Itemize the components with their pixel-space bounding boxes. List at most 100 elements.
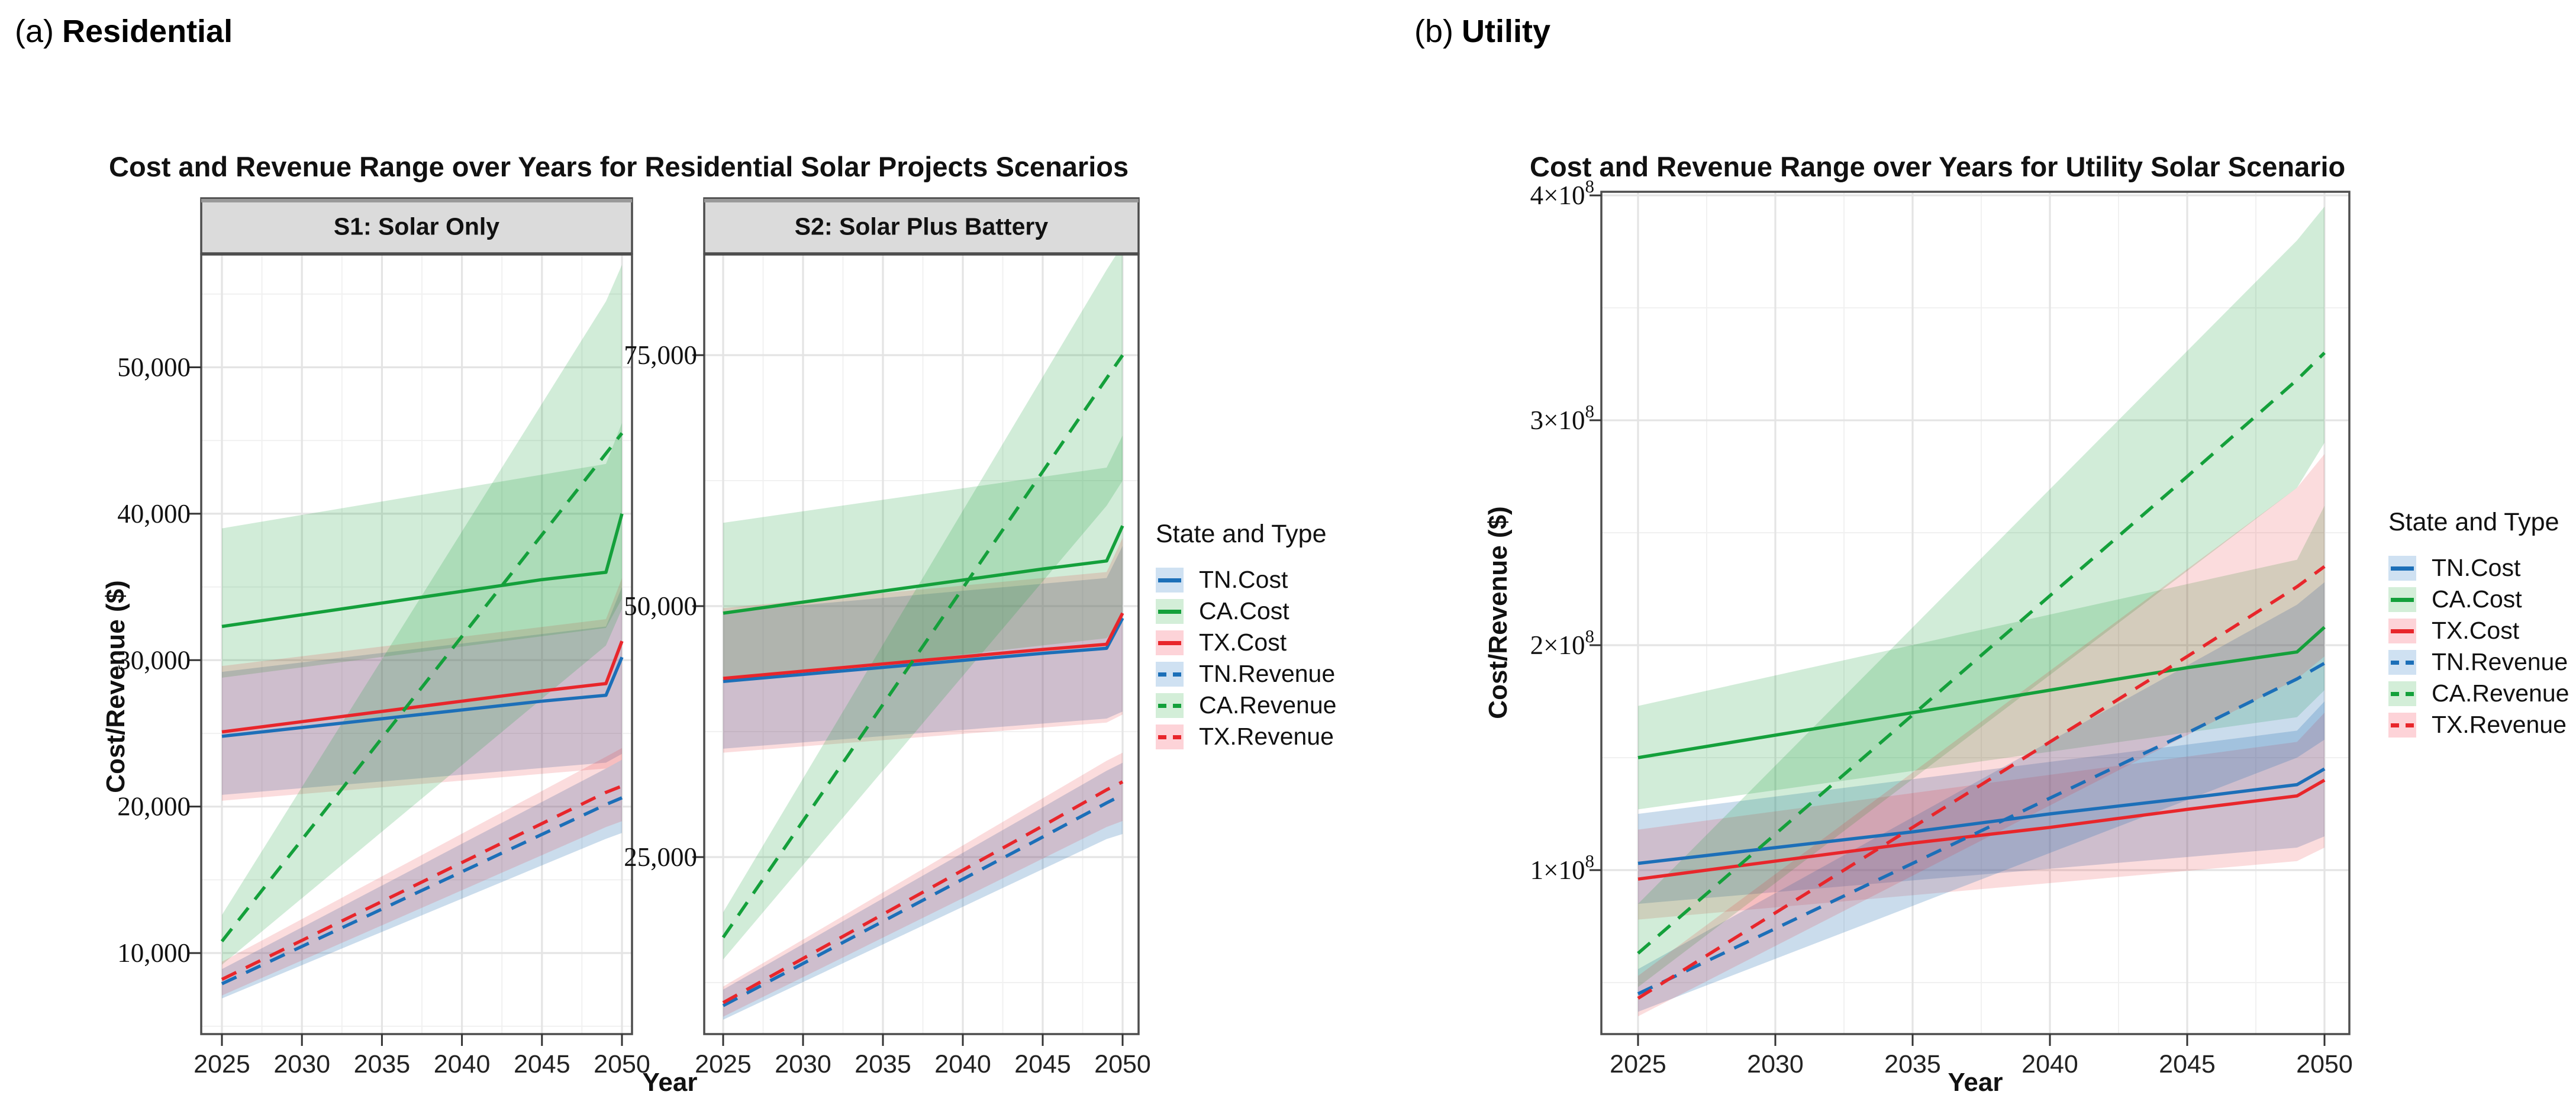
x-tick-label: 2035 [855, 1050, 911, 1078]
utility-ribbon-CA.Revenue [1638, 207, 2324, 987]
panel-a-heading: (a) Residential [15, 13, 233, 50]
legend-key-line [1158, 703, 1181, 708]
residential-chart-title: Cost and Revenue Range over Years for Re… [109, 151, 1129, 182]
legend-item-label: TN.Revenue [1199, 660, 1336, 687]
legend-key-solid-red-icon [2388, 618, 2416, 643]
residential-line-TX.Revenue [722, 780, 1124, 1004]
utility-ribbon-TN.Revenue [1638, 582, 2324, 1012]
y-tick-label: 40,000 [117, 499, 191, 529]
legend-key-dashed-red-icon [2388, 712, 2416, 738]
legend-key-dashed-green-icon [2388, 681, 2416, 706]
residential-legend-item-ca-revenue: CA.Revenue [1156, 690, 1336, 721]
x-tick-label: 2040 [2022, 1050, 2078, 1078]
x-tick-label: 2030 [775, 1050, 831, 1078]
legend-key-line [1158, 578, 1181, 582]
residential-line-TN.Cost [221, 656, 624, 738]
ribbons [1638, 207, 2324, 1016]
x-tick-label: 2035 [354, 1050, 411, 1078]
legend-key-solid-red-icon [1156, 630, 1184, 655]
legend-key-line [1158, 609, 1181, 614]
utility-ribbon-TX.Cost [1638, 713, 2324, 920]
series-lines [1637, 352, 2326, 1000]
legend-item-label: TN.Cost [2432, 554, 2521, 581]
utility-ribbon-TX.Revenue [1638, 454, 2324, 1016]
y-tick-label: 20,000 [117, 792, 191, 822]
x-tick-label: 2040 [934, 1050, 991, 1078]
residential-line-TN.Revenue [221, 796, 623, 986]
series-lines [721, 354, 1124, 1007]
utility-line-CA.Revenue [1637, 352, 2326, 955]
legend-item-label: TX.Cost [1199, 629, 1287, 656]
legend-item-label: TX.Revenue [1199, 723, 1334, 750]
y-tick-label: 50,000 [117, 352, 191, 382]
legend-key-dashed-blue-icon [2388, 649, 2416, 675]
x-tick-label: 2040 [434, 1050, 491, 1078]
panel-b-index: (b) [1414, 14, 1453, 49]
x-tick-label: 2045 [514, 1050, 570, 1078]
y-axis-ticks: 1×108 2×108 3×108 4×108 [1530, 176, 1601, 885]
residential-line-CA.Revenue [721, 354, 1124, 939]
x-tick-label: 2045 [2159, 1050, 2216, 1078]
residential-line-CA.Cost [723, 525, 1124, 615]
utility-ribbon-TN.Cost [1638, 701, 2324, 904]
utility-legend-item-ca-revenue: CA.Revenue [2388, 678, 2569, 709]
residential-y-axis-title: Cost/Revenue ($) [101, 580, 130, 793]
residential-ribbon-CA.Revenue [723, 255, 1123, 959]
legend-key-solid-blue-icon [1156, 567, 1184, 593]
x-tick-label: 2025 [695, 1050, 752, 1078]
utility-line-TN.Revenue [1637, 662, 2326, 996]
panel-b-heading: (b) Utility [1414, 13, 1550, 50]
residential-legend-items: TN.Cost CA.Cost TX.Cost TN.Revenue CA.Revenu… [1156, 564, 1336, 752]
utility-x-axis-title: Year [1948, 1068, 2003, 1097]
ribbons [222, 265, 622, 999]
residential-legend-item-ca-cost: CA.Cost [1156, 595, 1336, 627]
residential-line-TX.Cost [221, 640, 624, 734]
utility-ribbon-CA.Cost [1638, 505, 2324, 810]
legend-key-line [1158, 672, 1181, 677]
residential-ribbon-CA.Revenue [222, 265, 622, 965]
residential-line-TN.Cost [723, 617, 1124, 683]
x-tick-label: 2050 [2296, 1050, 2353, 1078]
legend-key-solid-blue-icon [2388, 555, 2416, 581]
legend-item-label: CA.Revenue [2432, 680, 2569, 707]
legend-item-label: TN.Cost [1199, 566, 1288, 593]
legend-key-line [2391, 660, 2414, 665]
legend-key-line [2391, 597, 2414, 602]
legend-key-dashed-blue-icon [1156, 661, 1184, 687]
utility-y-axis-title: Cost/Revenue ($) [1484, 506, 1513, 719]
legend-item-label: CA.Cost [2432, 585, 2522, 613]
residential-panel-0: S1: Solar Only 2025 2030 2035 2040 2045 2050 10… [117, 197, 650, 1078]
residential-panel-1: S2: Solar Plus Battery 2025 2030 2035 2040 20… [624, 197, 1151, 1078]
utility-legend-item-tn-cost: TN.Cost [2388, 552, 2569, 584]
panel-b-title: Utility [1462, 14, 1551, 49]
residential-ribbon-TX.Revenue [723, 752, 1123, 1017]
residential-line-CA.Cost [221, 513, 624, 629]
panel-a-title: Residential [62, 14, 233, 49]
x-tick-label: 2050 [594, 1050, 650, 1078]
x-tick-label: 2035 [1884, 1050, 1941, 1078]
x-tick-label: 2030 [1747, 1050, 1804, 1078]
residential-line-TX.Revenue [221, 784, 623, 981]
y-axis-ticks: 25,000 50,000 75,000 [624, 340, 704, 872]
facet-strip-label: S2: Solar Plus Battery [795, 213, 1049, 240]
residential-ribbon-TX.Revenue [222, 748, 622, 996]
utility-line-CA.Cost [1637, 626, 2326, 759]
utility-legend-item-tx-revenue: TX.Revenue [2388, 709, 2569, 740]
utility-chart-title: Cost and Revenue Range over Years for Ut… [1530, 151, 2346, 182]
x-tick-label: 2025 [194, 1050, 250, 1078]
x-axis-ticks: 2025 2030 2035 2040 2045 2050 [194, 1034, 650, 1078]
y-tick-label: 75,000 [624, 340, 697, 370]
utility-line-TN.Cost [1637, 767, 2326, 865]
residential-legend: State and Type TN.Cost CA.Cost TX.Cost TN.R… [1156, 520, 1336, 752]
y-tick-label: 2×108 [1530, 626, 1594, 660]
residential-line-TX.Cost [723, 612, 1124, 680]
x-tick-label: 2045 [1014, 1050, 1071, 1078]
legend-key-line [2391, 566, 2414, 571]
utility-panel-0: 2025 2030 2035 2040 2045 2050 1×108 2×108 3×108 4… [1530, 176, 2353, 1078]
legend-key-dashed-green-icon [1156, 693, 1184, 718]
residential-ribbon-CA.Cost [723, 435, 1123, 682]
legend-key-solid-green-icon [2388, 587, 2416, 612]
legend-key-line [2391, 691, 2414, 696]
